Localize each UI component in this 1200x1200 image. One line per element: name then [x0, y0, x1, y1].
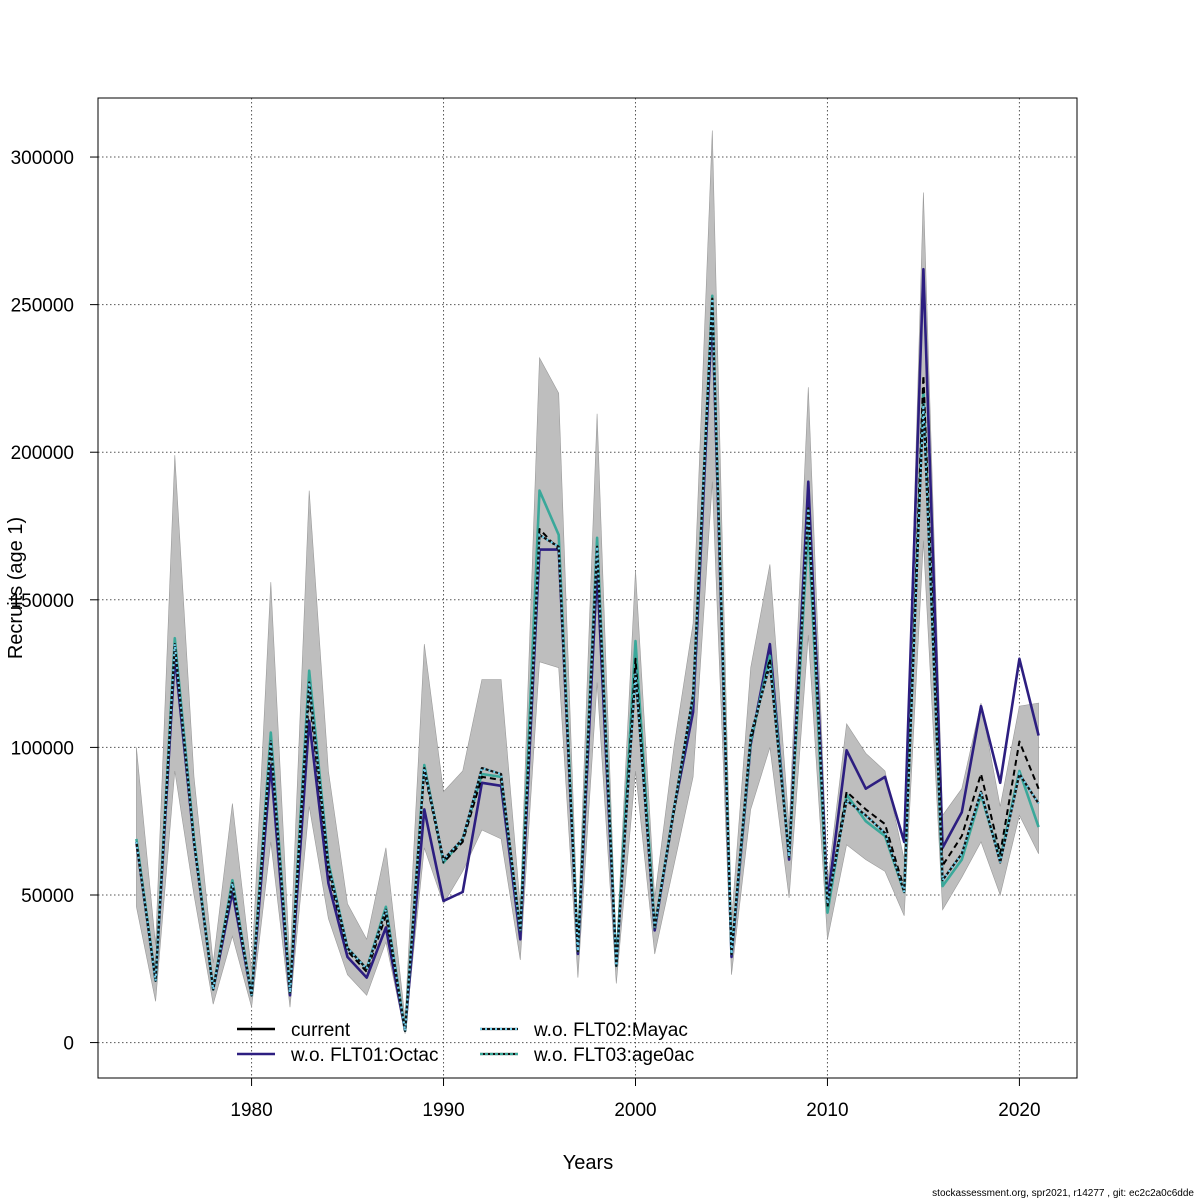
legend-label-3: w.o. FLT03:age0ac: [533, 1045, 694, 1066]
legend: current w.o. FLT01:Octac w.o. FLT02:Mayac w…: [237, 1020, 694, 1066]
plot-frame: [97, 97, 1078, 1079]
y-axis-title: Recruits (age 1): [5, 517, 27, 659]
x-tick-label: 2010: [806, 1100, 848, 1121]
confidence-band: [136, 130, 1039, 1034]
x-tick-label: 2000: [614, 1100, 656, 1121]
x-tick-label: 1990: [422, 1100, 464, 1121]
legend-label-2: w.o. FLT02:Mayac: [533, 1020, 688, 1041]
y-tick-label: 100000: [11, 738, 74, 759]
y-tick-label: 50000: [21, 886, 74, 907]
y-tick-label: 150000: [11, 591, 74, 612]
x-axis: 1980 1990 2000 2010 2020: [230, 1078, 1041, 1121]
x-axis-title: Years: [563, 1152, 613, 1174]
ci-band-area: [136, 130, 1039, 1034]
x-tick-label: 2020: [998, 1100, 1040, 1121]
y-axis: 0 50000 100000 150000 200000 250000 300000: [11, 148, 98, 1055]
y-tick-label: 300000: [11, 148, 74, 169]
series-line-2: [135, 298, 1040, 1031]
y-tick-label: 250000: [11, 296, 74, 317]
legend-label-1: w.o. FLT01:Octac: [290, 1045, 438, 1066]
y-tick-label: 200000: [11, 443, 74, 464]
footer-text: stockassessment.org, spr2021, r14277 , g…: [932, 1188, 1194, 1199]
series-lines: [135, 267, 1040, 1033]
x-tick-label: 1980: [230, 1100, 272, 1121]
legend-label-0: current: [291, 1020, 351, 1041]
y-tick-label: 0: [63, 1034, 74, 1055]
